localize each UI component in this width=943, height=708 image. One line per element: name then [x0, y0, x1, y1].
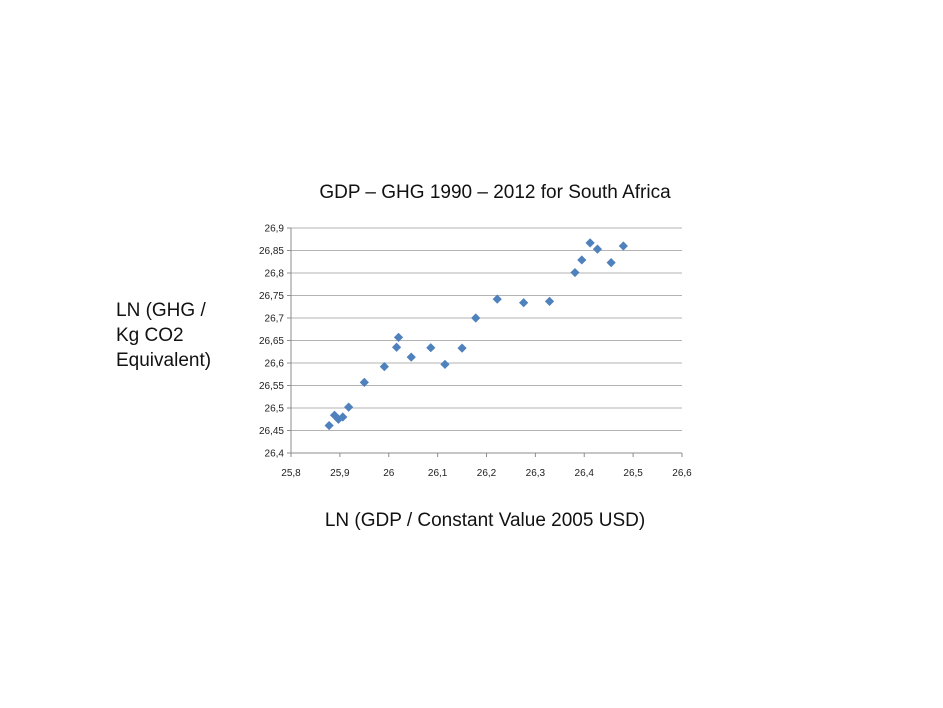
data-point [577, 255, 587, 265]
data-point [324, 420, 334, 431]
x-tick-label: 26 [383, 468, 395, 479]
y-axis-label: LN (GHG / Kg CO2 Equivalent) [116, 298, 211, 373]
data-point [329, 410, 340, 420]
data-point [519, 298, 529, 308]
chart-title: GDP – GHG 1990 – 2012 for South Africa [319, 182, 671, 203]
y-tick-label: 26,8 [265, 269, 285, 280]
data-point [391, 342, 402, 352]
data-point [359, 377, 369, 387]
y-tick-label: 26,45 [259, 426, 284, 437]
data-point [338, 412, 348, 422]
y-tick-label: 26,65 [259, 336, 284, 347]
x-tick-label: 26,6 [672, 468, 692, 479]
data-point [585, 238, 595, 248]
y-tick-label: 26,6 [265, 359, 285, 370]
y-axis-label-line-3: Equivalent) [116, 350, 212, 371]
y-tick-label: 26,85 [259, 246, 284, 257]
data-point [406, 352, 416, 362]
y-tick-label: 26,55 [259, 381, 284, 392]
data-point [618, 241, 628, 251]
data-point [471, 313, 481, 323]
x-tick-label: 25,9 [330, 468, 350, 479]
y-tick-label: 26,5 [265, 404, 285, 415]
data-point [344, 402, 354, 412]
data-point [440, 359, 450, 369]
y-tick-label: 26,7 [265, 314, 285, 325]
data-point [492, 294, 502, 304]
y-axis-label-line-2: Kg CO2 [116, 325, 184, 346]
x-tick-label: 26,2 [477, 468, 497, 479]
y-tick-label: 26,75 [259, 291, 284, 302]
data-point [457, 343, 467, 353]
x-tick-label: 26,4 [575, 468, 595, 479]
y-tick-label: 26,9 [265, 224, 285, 235]
x-tick-label: 26,3 [526, 468, 546, 479]
data-point [570, 267, 580, 278]
data-point [379, 362, 389, 372]
x-tick-label: 26,5 [623, 468, 643, 479]
y-tick-label: 26,4 [265, 449, 285, 460]
x-axis-label: LN (GDP / Constant Value 2005 USD) [324, 510, 646, 531]
x-tick-label: 26,1 [428, 468, 448, 479]
x-tick-label: 25,8 [281, 468, 301, 479]
data-point [426, 343, 436, 353]
data-point [606, 258, 616, 268]
data-point [393, 332, 404, 342]
y-axis-label-line-1: LN (GHG / [116, 300, 206, 321]
data-point [544, 296, 555, 306]
data-point [592, 244, 603, 254]
